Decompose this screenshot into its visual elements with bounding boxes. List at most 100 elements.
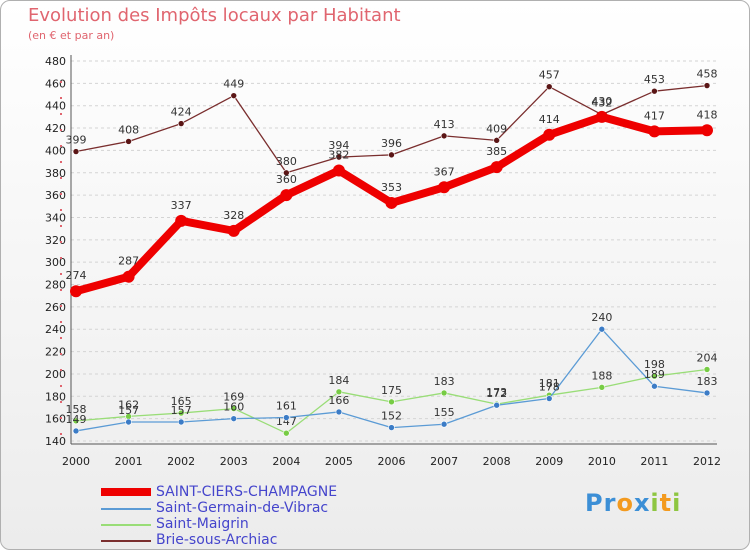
- x-tick-label: 2005: [325, 455, 353, 468]
- data-label: 155: [434, 406, 455, 419]
- data-point: [72, 148, 80, 155]
- y-tick-label: 140: [45, 435, 66, 448]
- data-label: 181: [539, 377, 560, 390]
- chart-title: Evolution des Impôts locaux par Habitant: [28, 5, 401, 26]
- x-tick-label: 2006: [378, 455, 406, 468]
- data-point: [440, 389, 448, 397]
- y-tick-label: 460: [45, 77, 66, 90]
- data-label: 453: [644, 73, 665, 86]
- data-point: [227, 224, 240, 237]
- data-label: 178: [539, 381, 560, 394]
- y-tick-label: 160: [45, 413, 66, 426]
- data-point: [388, 398, 395, 406]
- logo-letter: r: [603, 489, 617, 517]
- chart-subtitle: (en € et par an): [28, 29, 115, 42]
- y-tick-label: 280: [45, 279, 66, 292]
- data-point: [177, 418, 185, 426]
- data-point: [177, 409, 185, 417]
- data-point: [175, 214, 188, 227]
- legend-label: Saint-Germain-de-Vibrac: [156, 500, 329, 516]
- legend-label: Saint-Maigrin: [156, 516, 249, 532]
- y-tick-label: 240: [45, 323, 66, 336]
- data-point: [703, 366, 711, 373]
- data-point: [438, 181, 451, 194]
- y-tick-label: 420: [45, 122, 66, 135]
- data-label: 337: [171, 199, 192, 212]
- x-tick-label: 2008: [483, 455, 511, 468]
- data-label: 274: [66, 269, 87, 282]
- data-label: 430: [591, 95, 612, 108]
- data-point: [332, 164, 345, 177]
- data-label: 166: [328, 394, 349, 407]
- y-tick-label: 380: [45, 167, 66, 180]
- data-point: [545, 395, 553, 402]
- data-point: [283, 169, 290, 177]
- data-point: [335, 388, 343, 396]
- data-point: [230, 92, 238, 99]
- x-tick-label: 2000: [62, 455, 90, 468]
- data-point: [125, 418, 132, 426]
- data-label: 418: [697, 108, 718, 121]
- data-label: 161: [276, 400, 297, 413]
- y-tick-label: 360: [45, 189, 66, 202]
- data-point: [335, 153, 343, 161]
- data-label: 413: [434, 118, 455, 131]
- data-point: [125, 138, 132, 145]
- logo-letter: i: [650, 489, 660, 517]
- data-label: 152: [381, 410, 402, 423]
- data-label: 353: [381, 181, 402, 194]
- x-tick-label: 2003: [220, 455, 248, 468]
- data-label: 380: [276, 155, 297, 168]
- series-line: [75, 84, 708, 174]
- data-point: [598, 384, 606, 391]
- data-label: 458: [697, 68, 718, 81]
- x-tick-label: 2011: [640, 455, 668, 468]
- data-label: 157: [171, 404, 192, 417]
- data-point: [388, 151, 395, 159]
- data-label: 409: [486, 122, 507, 135]
- legend-swatch: [101, 540, 151, 542]
- data-label: 417: [644, 109, 665, 122]
- data-label: 449: [223, 78, 244, 91]
- data-label: 165: [171, 395, 192, 408]
- logo-letter: o: [616, 489, 634, 517]
- data-label: 360: [276, 173, 297, 186]
- data-point: [701, 124, 713, 137]
- data-point: [385, 196, 398, 209]
- legend-swatch: [101, 524, 151, 526]
- data-label: 183: [434, 375, 455, 388]
- y-tick-label: 320: [45, 234, 66, 247]
- legend-swatch: [101, 488, 151, 496]
- data-point: [280, 189, 293, 202]
- x-tick-label: 2004: [272, 455, 300, 468]
- data-point: [493, 137, 500, 144]
- x-tick-label: 2010: [588, 455, 616, 468]
- data-point: [440, 132, 448, 140]
- legend-label: Brie-sous-Archiac: [156, 532, 278, 548]
- y-tick-label: 260: [45, 301, 66, 314]
- data-point: [388, 424, 395, 431]
- data-label: 188: [591, 369, 612, 382]
- data-point: [230, 415, 238, 422]
- data-point: [283, 429, 290, 437]
- data-point: [177, 120, 185, 127]
- y-tick-label: 300: [45, 256, 66, 269]
- legend-label: SAINT-CIERS-CHAMPAGNE: [156, 484, 338, 500]
- y-tick-label: 480: [45, 55, 66, 68]
- data-label: 457: [539, 69, 560, 82]
- data-point: [72, 427, 80, 435]
- data-label: 175: [381, 384, 402, 397]
- data-label: 382: [328, 149, 349, 162]
- x-tick-label: 2012: [693, 455, 721, 468]
- data-label: 414: [539, 113, 560, 126]
- y-tick-label: 440: [45, 100, 66, 113]
- data-label: 394: [328, 139, 349, 152]
- y-tick-label: 400: [45, 144, 66, 157]
- data-point: [703, 82, 711, 89]
- data-label: 162: [118, 398, 139, 411]
- data-label: 328: [223, 209, 244, 222]
- data-label: 149: [66, 413, 87, 426]
- data-label: 399: [66, 134, 87, 147]
